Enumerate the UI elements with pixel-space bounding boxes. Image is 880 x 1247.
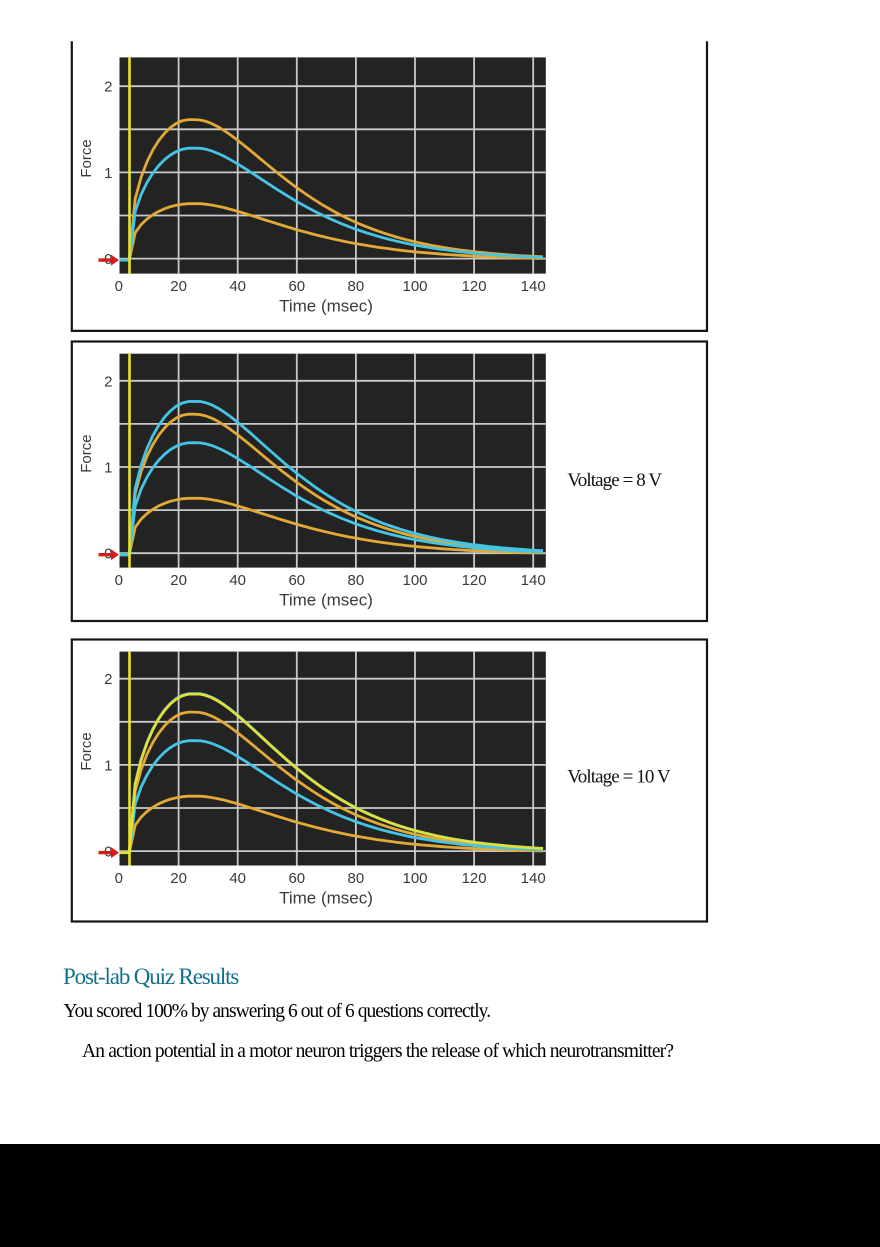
svg-text:Force: Force xyxy=(78,434,95,472)
svg-text:140: 140 xyxy=(521,278,546,295)
svg-text:1: 1 xyxy=(104,460,112,477)
svg-text:2: 2 xyxy=(104,79,112,96)
svg-text:120: 120 xyxy=(462,870,487,887)
svg-text:100: 100 xyxy=(402,278,427,295)
svg-text:2: 2 xyxy=(104,373,112,390)
svg-text:1: 1 xyxy=(104,757,112,774)
svg-text:Time (msec): Time (msec) xyxy=(279,590,373,609)
svg-text:Voltage = 8 V: Voltage = 8 V xyxy=(567,470,662,491)
svg-text:Time (msec): Time (msec) xyxy=(279,296,373,315)
svg-text:60: 60 xyxy=(288,572,305,589)
svg-text:20: 20 xyxy=(170,278,187,295)
svg-text:60: 60 xyxy=(288,870,305,887)
svg-text:1: 1 xyxy=(104,165,112,182)
svg-text:40: 40 xyxy=(229,870,246,887)
svg-text:2: 2 xyxy=(104,671,112,688)
svg-text:Time (msec): Time (msec) xyxy=(279,888,373,907)
svg-text:Voltage = 10 V: Voltage = 10 V xyxy=(567,767,671,788)
svg-text:100: 100 xyxy=(402,870,427,887)
svg-text:20: 20 xyxy=(170,572,187,589)
svg-text:20: 20 xyxy=(170,870,187,887)
svg-text:80: 80 xyxy=(348,278,365,295)
svg-text:0: 0 xyxy=(115,278,123,295)
svg-text:100: 100 xyxy=(402,572,427,589)
svg-text:40: 40 xyxy=(229,278,246,295)
svg-text:60: 60 xyxy=(288,278,305,295)
svg-text:Force: Force xyxy=(78,139,95,177)
svg-text:140: 140 xyxy=(521,572,546,589)
svg-text:40: 40 xyxy=(229,572,246,589)
svg-text:120: 120 xyxy=(462,572,487,589)
svg-text:120: 120 xyxy=(462,278,487,295)
svg-text:140: 140 xyxy=(521,870,546,887)
svg-text:80: 80 xyxy=(348,870,365,887)
svg-text:0: 0 xyxy=(115,572,123,589)
svg-text:0: 0 xyxy=(115,870,123,887)
svg-text:80: 80 xyxy=(348,572,365,589)
svg-text:Force: Force xyxy=(78,732,95,770)
